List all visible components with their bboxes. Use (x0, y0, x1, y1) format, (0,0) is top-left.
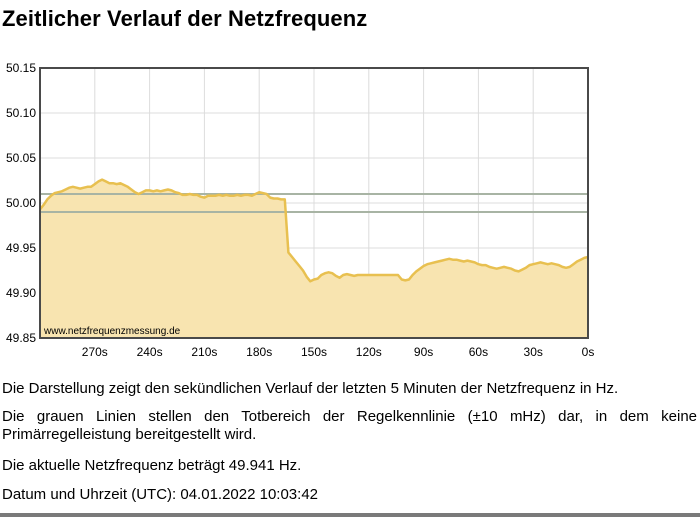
y-tick-label: 50.15 (6, 61, 36, 75)
y-tick-label: 50.05 (6, 151, 36, 165)
x-tick-label: 270s (82, 345, 108, 359)
x-tick-label: 210s (191, 345, 217, 359)
y-axis-ticks: 50.15 50.10 50.05 50.00 49.95 49.90 49.85 (6, 61, 36, 345)
frequency-area-fill (40, 179, 588, 338)
deadband-lines (40, 193, 588, 213)
x-tick-label: 150s (301, 345, 327, 359)
description-interval: Die Darstellung zeigt den sekündlichen V… (2, 380, 619, 397)
y-tick-label: 50.10 (6, 106, 36, 120)
x-axis-ticks: 270s 240s 210s 180s 150s 120s 90s 60s 30s 0s (82, 345, 595, 359)
x-tick-label: 60s (469, 345, 488, 359)
y-tick-label: 50.00 (6, 196, 36, 210)
x-tick-label: 120s (356, 345, 382, 359)
y-tick-label: 49.90 (6, 286, 36, 300)
x-tick-label: 90s (414, 345, 433, 359)
bottom-divider (0, 513, 700, 517)
description-current-frequency: Die aktuelle Netzfrequenz beträgt 49.941… (2, 457, 302, 474)
y-tick-label: 49.85 (6, 331, 36, 345)
page-title: Zeitlicher Verlauf der Netzfrequenz (2, 6, 368, 31)
y-tick-label: 49.95 (6, 241, 36, 255)
x-tick-label: 240s (137, 345, 163, 359)
description-deadband: Die grauen Linien stellen den Totbereich… (2, 408, 697, 443)
frequency-chart-svg: 50.15 50.10 50.05 50.00 49.95 49.90 49.85 270s… (6, 61, 595, 359)
plot-frame (39, 67, 589, 339)
watermark: www.netzfrequenzmessung.de (43, 326, 181, 337)
x-tick-label: 30s (524, 345, 543, 359)
description-timestamp: Datum und Uhrzeit (UTC): 04.01.2022 10:0… (2, 486, 319, 503)
frequency-chart: 50.15 50.10 50.05 50.00 49.95 49.90 49.85 270s… (0, 56, 700, 366)
x-tick-label: 0s (582, 345, 595, 359)
frequency-line (39, 178, 589, 283)
x-tick-label: 180s (246, 345, 272, 359)
